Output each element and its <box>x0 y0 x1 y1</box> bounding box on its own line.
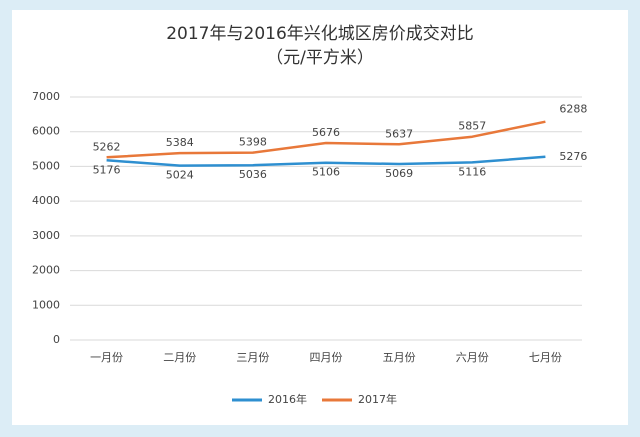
chart-subtitle: （元/平方米） <box>266 48 374 68</box>
panel <box>12 10 628 425</box>
y-tick-label: 6000 <box>32 125 60 138</box>
y-tick-label: 4000 <box>32 194 60 207</box>
data-label: 5106 <box>312 166 340 179</box>
y-tick-label: 1000 <box>32 298 60 311</box>
data-label: 5262 <box>93 140 121 153</box>
series-line <box>106 155 546 167</box>
x-tick-label: 四月份 <box>310 351 343 364</box>
data-label: 5024 <box>166 169 194 182</box>
data-label: 5276 <box>559 150 587 163</box>
x-tick-label: 三月份 <box>236 351 269 364</box>
series-line <box>106 120 546 159</box>
x-tick-label: 五月份 <box>383 351 416 364</box>
x-tick-label: 六月份 <box>456 351 489 364</box>
data-label: 5116 <box>458 165 486 178</box>
y-tick-label: 7000 <box>32 90 60 103</box>
data-label: 5069 <box>385 167 413 180</box>
data-label: 5036 <box>239 168 267 181</box>
data-label: 5857 <box>458 120 486 133</box>
data-label: 5176 <box>93 163 121 176</box>
x-tick-label: 一月份 <box>90 351 123 364</box>
data-label: 5384 <box>166 136 194 149</box>
data-label: 5637 <box>385 127 413 140</box>
data-label: 5398 <box>239 136 267 149</box>
x-tick-label: 七月份 <box>529 351 562 364</box>
legend-label: 2017年 <box>358 392 397 406</box>
y-tick-label: 2000 <box>32 264 60 277</box>
y-tick-label: 3000 <box>32 229 60 242</box>
legend-label: 2016年 <box>268 392 307 406</box>
y-tick-label: 5000 <box>32 159 60 172</box>
y-tick-label: 0 <box>53 333 60 346</box>
data-label: 5676 <box>312 126 340 139</box>
chart-title: 2017年与2016年兴化城区房价成交对比 <box>166 24 474 44</box>
x-tick-label: 二月份 <box>163 351 196 364</box>
data-label: 6288 <box>559 103 587 116</box>
